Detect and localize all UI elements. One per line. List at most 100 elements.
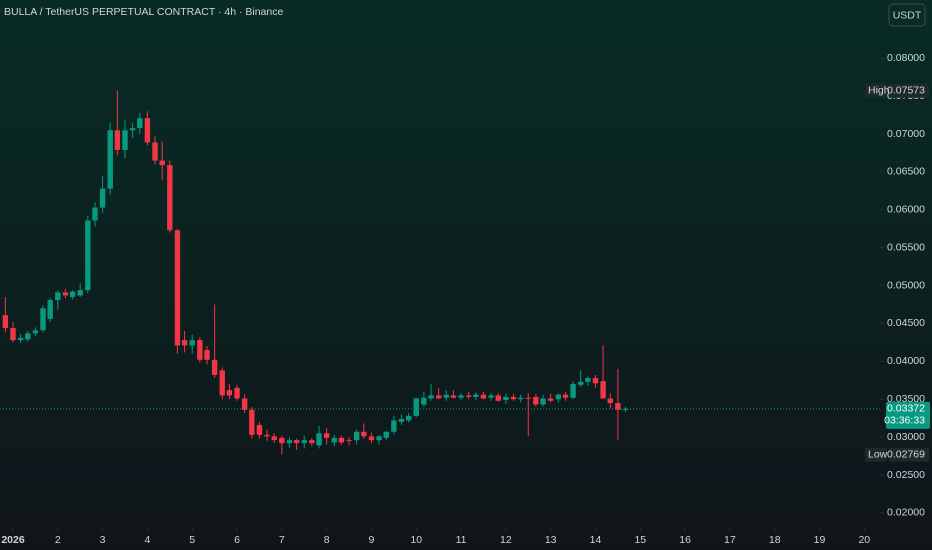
candle-body [592,378,599,384]
candle-body [391,420,397,432]
candle-body [435,395,442,399]
chart-title: BULLA / TetherUS PERPETUAL CONTRACT · 4h… [4,6,283,18]
candle-body [301,440,307,444]
candle-body [293,440,300,444]
x-tick-label: 4 [144,534,150,546]
x-tick-label: 13 [545,534,557,546]
candle-body [323,433,330,438]
x-tick-label: 6 [234,534,240,546]
candle-body [174,230,181,346]
candle-body [249,409,255,435]
candle-body [77,290,83,296]
candle-body [607,398,613,404]
candle-body [234,387,240,399]
candle-body [114,130,121,150]
x-tick-label: 5 [189,534,195,546]
candle-body [525,397,531,399]
x-tick-label: 8 [324,534,330,546]
low-value-box [889,447,929,462]
last-price-box [886,401,930,429]
candle-body [85,220,91,291]
candle-body [615,403,621,410]
candle-body [204,349,210,360]
candle-body [376,436,382,441]
candle-body [92,207,98,221]
candle-body [517,397,524,400]
candle-body [346,440,352,442]
candle-body [533,396,539,405]
low-value: 0.02769 [887,448,925,460]
candle-body [271,436,277,441]
candle-body [181,340,188,346]
x-tick-label: 15 [634,534,646,546]
candle-body [10,328,16,341]
candle-body [40,308,46,331]
candle-body [152,142,158,161]
y-tick-label: 0.07000 [887,128,925,140]
y-tick-label: 0.02500 [887,469,925,481]
high-name: High [868,84,890,96]
x-tick-label: 14 [590,534,602,546]
currency-button[interactable] [888,3,926,27]
candle-body [309,440,315,444]
x-tick-label: 7 [279,534,285,546]
candle-body [2,315,9,329]
y-tick-label: 0.03000 [887,431,925,443]
candle-body [144,118,151,143]
y-tick-label: 0.02000 [887,507,925,519]
high-value: 0.07573 [887,84,925,96]
low-name: Low [868,448,888,460]
candle-body [465,395,472,397]
candle-body [495,395,501,401]
candle-body [47,299,53,319]
candle-body [577,381,584,385]
y-tick-label: 0.05500 [887,241,925,253]
candle-body [99,188,106,208]
candle-body [458,395,464,398]
candle-body [383,431,389,438]
x-tick-label: 2 [55,534,61,546]
candle-body [547,398,554,401]
candle-body [503,396,509,400]
x-tick-label: 10 [410,534,422,546]
candle-body [264,434,270,437]
candle-body [405,415,412,421]
candle-body [421,397,427,405]
candle-body [353,431,360,441]
candle-body [428,395,434,399]
candle-body [510,396,517,400]
candle-body [331,437,337,443]
y-tick-label: 0.06500 [887,166,925,178]
candle-body [189,340,195,346]
candle-body [570,384,576,398]
x-tick-label: 18 [769,534,781,546]
candle-body [69,291,76,297]
high-name-box [865,83,887,98]
countdown-label: 03:36:33 [884,415,925,427]
y-tick-label: 0.08000 [887,52,925,64]
candle-body [25,333,31,340]
x-tick-label: 20 [858,534,870,546]
candle-body [137,118,143,129]
candle-body [413,398,419,416]
candle-body [211,359,218,375]
x-tick-label: 2026 [1,534,25,546]
candle-body [480,394,487,399]
candle-body [122,130,128,150]
candle-body [219,370,225,396]
candle-body [585,378,591,382]
candle-body [555,394,561,400]
currency-label[interactable]: USDT [893,9,922,21]
candle-body [540,398,546,405]
candle-body [107,130,113,189]
candle-body [361,431,367,437]
x-tick-label: 19 [814,534,826,546]
candle-body [241,398,248,410]
candle-body [368,436,375,441]
candle-body [488,395,494,398]
candle-body [562,394,569,398]
candle-body [167,165,173,231]
high-value-box [889,83,929,98]
x-tick-label: 17 [724,534,736,546]
